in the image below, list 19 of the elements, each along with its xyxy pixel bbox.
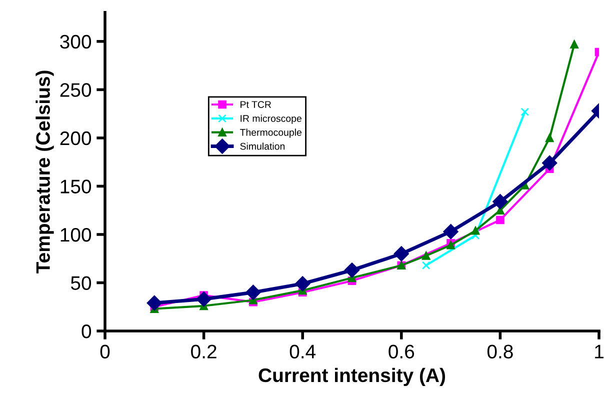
x-tick-label: 0 <box>100 344 110 358</box>
y-tick-label: 300 <box>60 34 92 49</box>
legend-label: Pt TCR <box>240 101 272 108</box>
y-tick-label: 200 <box>60 131 92 146</box>
x-tick-label: 0.6 <box>388 344 414 358</box>
x-tick-label: 0.4 <box>290 344 316 358</box>
x-axis-title: Current intensity (A) <box>258 368 446 386</box>
y-axis-title: Temperature (Celsius) <box>36 70 54 274</box>
x-tick-label: 1 <box>595 344 604 358</box>
y-tick-label: 150 <box>60 180 92 194</box>
y-tick-label: 50 <box>70 276 92 290</box>
y-tick-label: 250 <box>60 83 92 97</box>
legend-label: Simulation <box>240 142 285 150</box>
x-tick-label: 0.2 <box>191 344 216 358</box>
y-tick-label: 0 <box>82 324 92 338</box>
y-tick-label: 100 <box>60 228 92 242</box>
legend-label: Thermocouple <box>240 128 302 138</box>
x-tick-label: 0.8 <box>487 344 513 358</box>
legend-label: IR microscope <box>240 114 302 124</box>
